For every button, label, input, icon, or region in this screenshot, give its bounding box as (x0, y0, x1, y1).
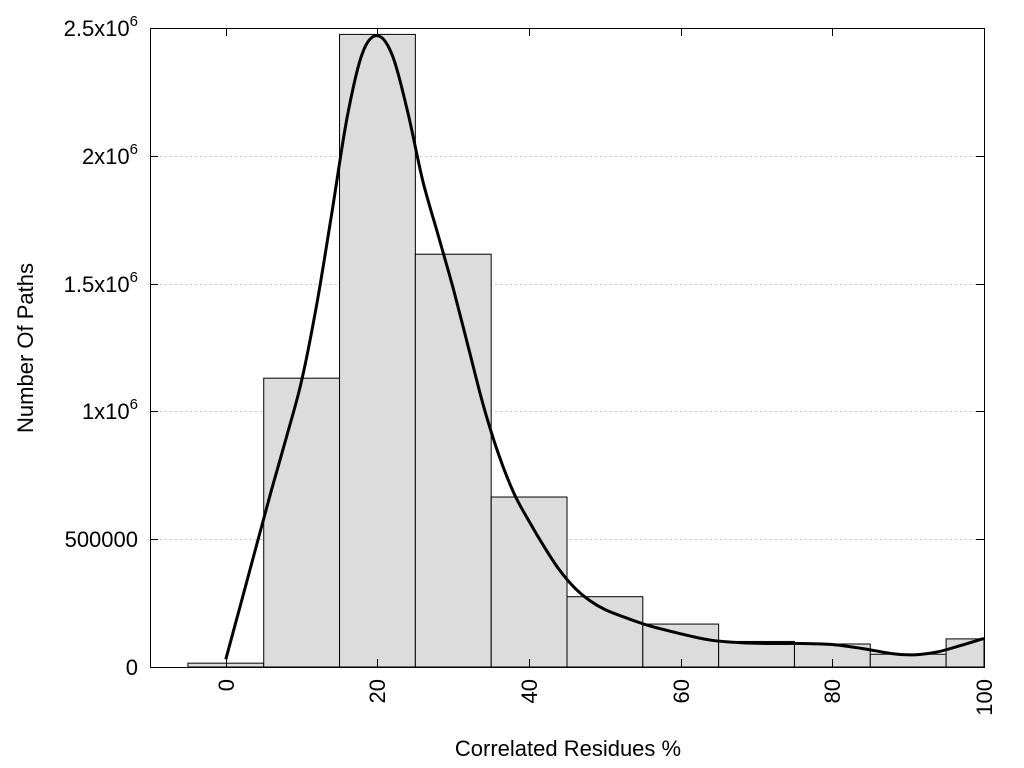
y-tick-label-exponent: 6 (130, 269, 138, 286)
histogram-bar (414, 253, 492, 668)
histogram-bar (187, 662, 265, 668)
histogram-bar (566, 596, 644, 668)
y-tick-label: 500000 (65, 527, 138, 552)
x-tick-label: 40 (517, 679, 542, 703)
density-curve (224, 34, 985, 660)
x-axis-tick-labels: 0 20 40 60 80 100 (214, 679, 997, 716)
histogram-bar (642, 623, 720, 668)
plot-frame (150, 28, 985, 668)
x-tick-label: 20 (365, 679, 390, 703)
y-tick-label: 2x106 (82, 141, 138, 169)
y-tick-label: 0 (126, 655, 138, 680)
y-tick-label-base: 2.5x10 (64, 16, 130, 41)
x-axis-label: Correlated Residues % (455, 736, 681, 761)
y-tick-label: 2.5x106 (64, 13, 138, 41)
x-tick-label: 100 (972, 679, 997, 716)
y-tick-label-base: 2x10 (82, 144, 130, 169)
x-tick-label: 0 (214, 679, 239, 691)
y-tick-label-exponent: 6 (130, 396, 138, 413)
histogram-bar (490, 496, 568, 668)
histogram-bar (263, 377, 341, 668)
y-tick-label: 1x106 (82, 396, 138, 424)
x-tick-label: 80 (820, 679, 845, 703)
density-curve-layer (224, 34, 985, 660)
y-tick-label-base: 1x10 (82, 399, 130, 424)
tick-marks (150, 28, 985, 668)
histogram-bar (339, 33, 416, 668)
y-axis-label: Number Of Paths (13, 263, 38, 433)
x-tick-label: 60 (669, 679, 694, 703)
y-tick-label-base: 1.5x10 (64, 272, 130, 297)
y-tick-label: 1.5x106 (64, 269, 138, 297)
y-tick-label-exponent: 6 (130, 141, 138, 158)
histogram-bar (718, 640, 795, 668)
y-tick-label-exponent: 6 (130, 13, 138, 30)
